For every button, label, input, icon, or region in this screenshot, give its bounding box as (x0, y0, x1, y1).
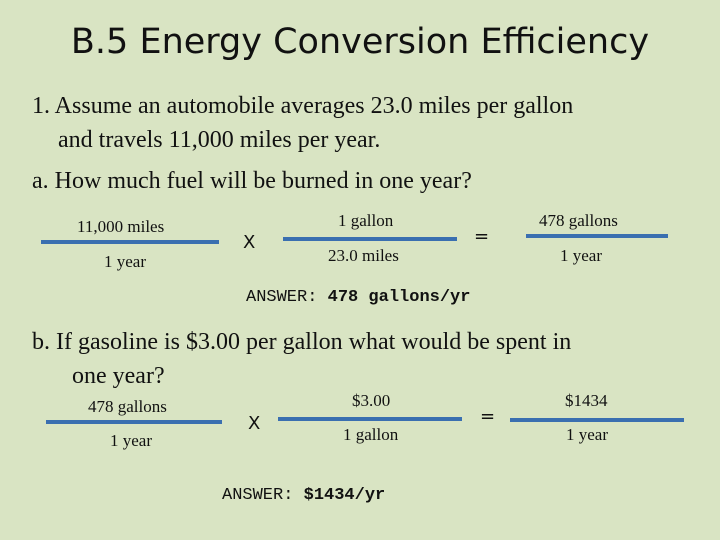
calc-a-frac1-numerator: 11,000 miles (77, 217, 165, 236)
calc-b-frac1-bar (46, 420, 222, 424)
calc-b-frac1-denominator: 1 year (110, 431, 153, 450)
calc-b-frac2-denominator: 1 gallon (343, 425, 399, 444)
calc-b-frac1-numerator: 478 gallons (88, 397, 167, 416)
calc-a-result-denominator: 1 year (560, 246, 603, 265)
calc-b-frac2-bar (278, 417, 462, 421)
calc-a-equals-sign: = (474, 226, 490, 247)
calc-a-frac1-bar (41, 240, 219, 244)
calc-a-times-sign: X (243, 232, 256, 253)
calc-a-answer-label: ANSWER: (246, 288, 318, 307)
calc-b-times-sign: X (248, 413, 261, 434)
calc-b-equals-sign: = (480, 406, 496, 427)
calc-b-result-denominator: 1 year (566, 425, 609, 444)
calc-a-answer: ANSWER: 478 gallons/yr (246, 288, 470, 307)
calc-b-answer-value: $1434/yr (303, 486, 386, 505)
calc-b-result-numerator: $1434 (565, 391, 608, 410)
calc-a-result-numerator: 478 gallons (539, 211, 618, 230)
calc-a-frac2-numerator: 1 gallon (338, 211, 394, 230)
problem-line-1: 1. Assume an automobile averages 23.0 mi… (32, 93, 574, 119)
calc-a-frac1-denominator: 1 year (104, 252, 147, 271)
calc-b-frac2-numerator: $3.00 (352, 391, 391, 410)
calc-a-answer-value: 478 gallons/yr (327, 288, 471, 307)
calc-a-result-bar (526, 234, 668, 238)
calc-b-answer-label: ANSWER: (222, 486, 294, 505)
calc-b-result-bar (510, 418, 684, 422)
calc-a-frac2-denominator: 23.0 miles (328, 246, 399, 265)
calc-a-frac2-bar (283, 237, 457, 241)
part-a-question: a. How much fuel will be burned in one y… (32, 168, 472, 194)
calc-b-answer: ANSWER: $1434/yr (222, 486, 385, 505)
part-b-question-line-1: b. If gasoline is $3.00 per gallon what … (32, 329, 572, 355)
problem-line-2: and travels 11,000 miles per year. (58, 127, 381, 153)
part-b-question-line-2: one year? (72, 363, 165, 389)
slide-title: B.5 Energy Conversion Efficiency (70, 22, 650, 62)
